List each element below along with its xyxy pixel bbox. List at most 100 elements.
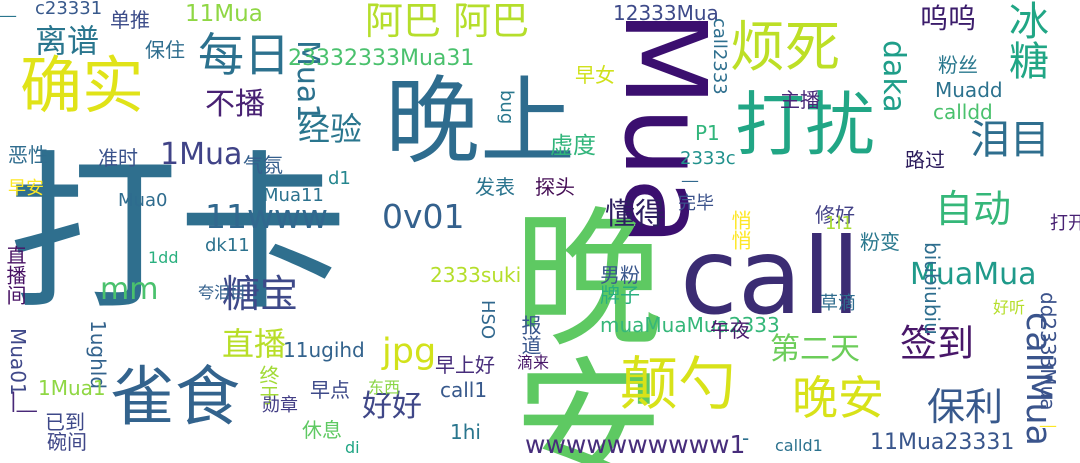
cloud-word: Mua11	[263, 185, 324, 206]
cloud-word: muaMuaMua2333	[600, 313, 780, 337]
cloud-word: daka	[876, 40, 911, 113]
cloud-word: 呜呜	[920, 2, 977, 35]
cloud-word: calld1	[775, 436, 823, 455]
cloud-word: 修好	[815, 203, 855, 227]
cloud-word: 打扰	[735, 84, 875, 166]
cloud-word: Mua	[599, 10, 729, 247]
cloud-word: callMua	[1018, 312, 1058, 446]
cloud-word: 2333c	[680, 148, 736, 169]
cloud-word: 离谱	[35, 22, 100, 60]
cloud-word: 草滴	[820, 293, 856, 314]
cloud-word: 已到	[45, 410, 85, 434]
cloud-word: 雀食	[110, 360, 241, 435]
cloud-word: call1	[440, 378, 488, 402]
cloud-word: 11www	[205, 197, 328, 236]
cloud-word: __	[0, 0, 16, 17]
cloud-word: 悄悄	[728, 210, 752, 250]
cloud-word: di	[345, 438, 360, 457]
cloud-word: 好好	[362, 389, 422, 424]
cloud-word: Mua1	[290, 40, 325, 123]
cloud-word: 粉丝	[938, 53, 978, 77]
cloud-word: 勋章	[262, 395, 298, 416]
cloud-word: dd2333Mua	[1036, 292, 1060, 411]
cloud-word: |__	[10, 388, 37, 412]
cloud-word: 23332333Mua31	[288, 46, 475, 71]
cloud-word: 烦死	[730, 15, 841, 79]
cloud-word: 虚度	[550, 133, 596, 159]
cloud-word: 晚上	[385, 67, 576, 177]
cloud-word: 发表	[475, 175, 515, 199]
cloud-word: 终于	[256, 365, 280, 405]
cloud-word: wwwwwwwwww1	[525, 430, 746, 459]
cloud-word: 早上好	[435, 353, 495, 377]
cloud-word: 经验	[298, 110, 363, 148]
cloud-word: 1l1	[825, 213, 853, 234]
cloud-word: bug	[496, 90, 517, 125]
cloud-word: 晚安	[488, 200, 662, 463]
cloud-word: 12333Mua	[613, 1, 719, 25]
cloud-word: 糖宝	[222, 272, 299, 316]
cloud-word: c23331	[35, 0, 103, 19]
cloud-word: 11ugihd	[283, 338, 365, 362]
cloud-word: 男粉	[600, 263, 640, 287]
cloud-word: 自动	[935, 187, 1012, 231]
cloud-word: 0v01	[382, 197, 465, 236]
cloud-word: 报道	[518, 315, 542, 355]
cloud-word: 准时	[98, 146, 138, 170]
cloud-word: 颠勺	[620, 350, 737, 418]
cloud-word: MuaMua	[910, 257, 1037, 292]
cloud-word: 1dd	[148, 248, 179, 267]
cloud-word: __	[682, 163, 698, 182]
cloud-word: 夸泪目	[198, 283, 247, 302]
cloud-word: HSO	[477, 300, 498, 340]
cloud-word: 不播	[205, 87, 265, 122]
cloud-word: P1	[695, 121, 720, 145]
cloud-word: 午夜	[710, 318, 750, 342]
cloud-word: 阿巴 阿巴	[365, 0, 530, 43]
cloud-word: 11Mua	[185, 1, 263, 27]
cloud-word: 第二天	[770, 332, 860, 367]
cloud-word: 冰糖	[1002, 0, 1048, 80]
cloud-word: 牌子	[600, 283, 640, 307]
cloud-word: 11Mua23331	[870, 430, 1015, 455]
cloud-word: 探头	[535, 175, 575, 199]
cloud-word: 直播	[222, 325, 287, 363]
cloud-word: 1hi	[450, 420, 481, 444]
cloud-word: mm	[100, 272, 159, 307]
cloud-word: -	[742, 426, 750, 450]
cloud-word: 签到	[900, 322, 974, 365]
cloud-word: 1ughld	[86, 320, 110, 390]
cloud-word: jpg	[382, 332, 437, 372]
cloud-word: 休息	[302, 418, 342, 442]
cloud-word: Mua01	[6, 328, 30, 396]
cloud-word: 早女	[575, 63, 615, 87]
cloud-word: 确实	[20, 49, 145, 122]
cloud-word: 晚安	[792, 371, 884, 425]
cloud-word: 打开	[1050, 213, 1080, 234]
cloud-word: call2333	[709, 18, 730, 95]
cloud-word: Mua0	[118, 190, 168, 211]
cloud-word: 懂得	[605, 197, 665, 232]
cloud-word: 早点	[310, 378, 350, 402]
cloud-word: 粉变	[860, 230, 900, 254]
cloud-word: 恶性	[8, 143, 48, 167]
cloud-word: 完毕	[678, 193, 714, 214]
cloud-word: Muadd	[935, 78, 1003, 102]
cloud-word: 泪目	[970, 117, 1050, 163]
cloud-word: __	[1040, 408, 1056, 427]
cloud-word: 2333suki	[430, 263, 522, 287]
cloud-word: 碗间	[47, 430, 87, 454]
cloud-word: d1	[328, 168, 351, 189]
cloud-word: 每日	[198, 28, 290, 82]
cloud-word: 主播	[780, 88, 820, 112]
cloud-word: 路过	[905, 148, 945, 172]
cloud-word: 单推	[110, 8, 150, 32]
cloud-word: 保住	[145, 38, 185, 62]
cloud-word: 打卡	[8, 136, 349, 334]
cloud-word: 保利	[927, 385, 1004, 429]
cloud-word: 直播间	[3, 245, 27, 305]
cloud-word: dk11	[205, 235, 250, 256]
cloud-word: 1Mua1	[38, 376, 106, 400]
cloud-word: 气氛	[243, 153, 283, 177]
